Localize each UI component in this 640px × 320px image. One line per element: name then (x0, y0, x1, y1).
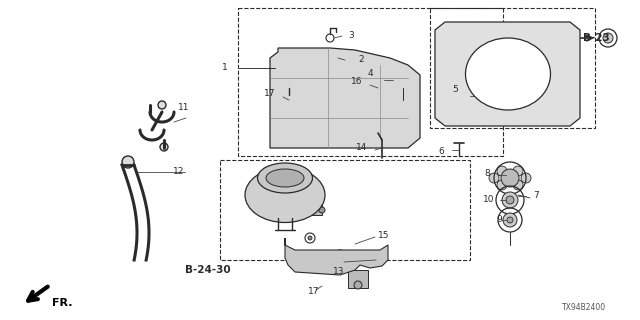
Polygon shape (435, 22, 580, 126)
Text: B-24-30: B-24-30 (185, 265, 230, 275)
Circle shape (501, 169, 519, 187)
Text: B-23: B-23 (583, 33, 610, 43)
Text: 14: 14 (356, 143, 367, 153)
Text: 6: 6 (438, 148, 444, 156)
Text: 17: 17 (264, 89, 275, 98)
Circle shape (446, 111, 456, 121)
Text: 16: 16 (351, 77, 362, 86)
Text: 5: 5 (452, 85, 458, 94)
Text: 1: 1 (222, 63, 228, 73)
Text: 11: 11 (178, 103, 189, 113)
Circle shape (354, 281, 362, 289)
Text: 13: 13 (333, 268, 344, 276)
Circle shape (489, 173, 499, 183)
Text: 2: 2 (358, 55, 364, 65)
Bar (430, 8, 595, 128)
Text: 10: 10 (483, 196, 494, 204)
Circle shape (342, 108, 362, 128)
Circle shape (122, 156, 134, 168)
Circle shape (513, 166, 523, 176)
Text: 8: 8 (484, 170, 490, 179)
Circle shape (342, 78, 362, 98)
Bar (393, 72, 413, 88)
Text: 7: 7 (533, 191, 539, 201)
Circle shape (560, 111, 570, 121)
Bar (238, 8, 503, 156)
Bar (348, 270, 368, 288)
Ellipse shape (257, 163, 312, 193)
Text: FR.: FR. (52, 298, 72, 308)
Polygon shape (285, 238, 388, 275)
Circle shape (446, 27, 456, 37)
Text: 12: 12 (173, 167, 184, 177)
Circle shape (336, 56, 340, 60)
Circle shape (497, 180, 507, 190)
Text: 4: 4 (367, 69, 373, 78)
Circle shape (507, 217, 513, 223)
Circle shape (332, 250, 348, 266)
Circle shape (603, 33, 613, 43)
Text: 15: 15 (378, 230, 390, 239)
Circle shape (375, 85, 381, 91)
Text: 17: 17 (308, 287, 319, 297)
Text: TX94B2400: TX94B2400 (562, 303, 606, 312)
Circle shape (513, 180, 523, 190)
Circle shape (506, 196, 514, 204)
Circle shape (560, 27, 570, 37)
Circle shape (308, 236, 312, 240)
Circle shape (336, 254, 344, 262)
Circle shape (160, 143, 168, 151)
Bar (220, 160, 470, 260)
Ellipse shape (245, 167, 325, 222)
Circle shape (286, 81, 314, 109)
Text: 9: 9 (496, 215, 502, 225)
Bar (308, 205, 322, 215)
Circle shape (503, 213, 517, 227)
Ellipse shape (465, 38, 550, 110)
Polygon shape (270, 48, 420, 148)
Circle shape (287, 98, 291, 102)
Circle shape (497, 166, 507, 176)
Circle shape (158, 101, 166, 109)
Circle shape (319, 207, 325, 213)
Circle shape (502, 192, 518, 208)
Ellipse shape (266, 169, 304, 187)
Text: 3: 3 (348, 31, 354, 41)
Circle shape (521, 173, 531, 183)
